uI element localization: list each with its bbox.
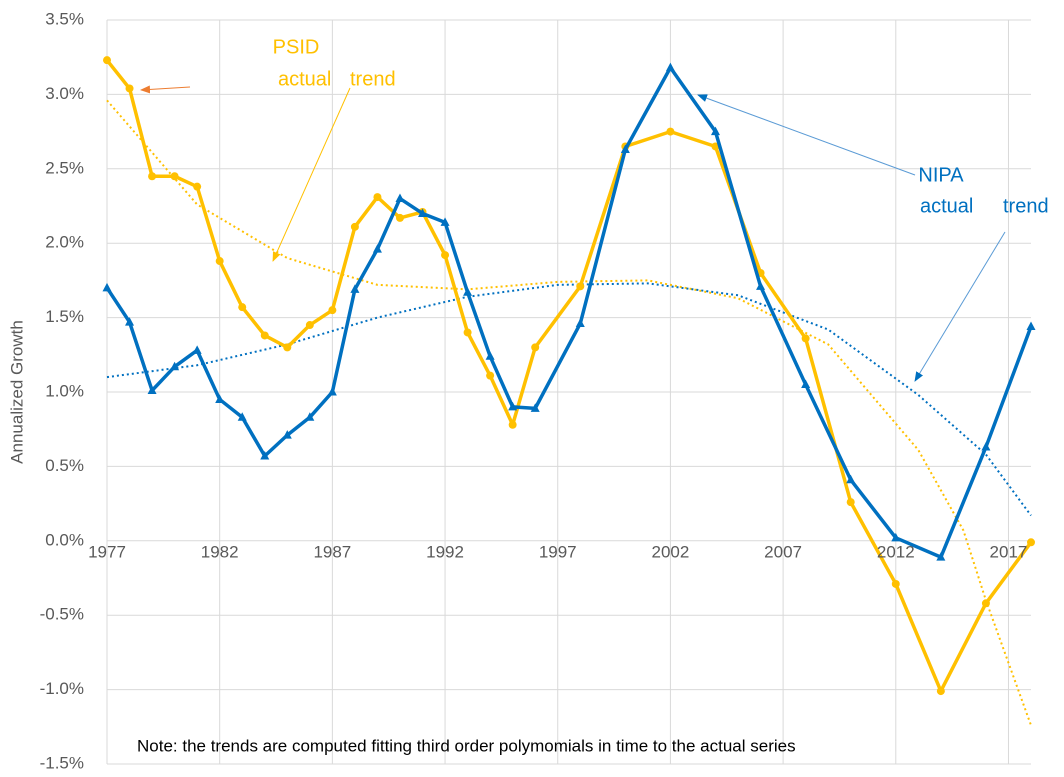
marker <box>147 385 157 395</box>
marker <box>350 284 360 293</box>
y-tick-label: 1.0% <box>45 381 84 400</box>
marker <box>801 379 811 389</box>
marker <box>710 126 720 136</box>
marker <box>463 287 473 296</box>
arrow <box>140 85 191 94</box>
y-tick-label: -1.0% <box>40 679 84 698</box>
marker <box>327 387 337 396</box>
annotation: actual <box>920 195 973 217</box>
marker <box>238 303 247 312</box>
y-tick-label: 0.0% <box>45 530 84 549</box>
marker <box>328 306 337 315</box>
arrow <box>697 94 916 176</box>
marker <box>531 343 540 352</box>
marker <box>530 403 540 412</box>
marker <box>215 394 225 403</box>
trend-line <box>106 99 1032 726</box>
y-tick-label: 2.5% <box>45 158 84 177</box>
marker <box>193 182 202 191</box>
annotation: actual <box>278 68 331 90</box>
marker <box>305 321 314 330</box>
marker <box>1027 538 1035 547</box>
marker <box>801 334 810 343</box>
x-tick-label: 2002 <box>652 542 690 561</box>
marker <box>125 317 135 326</box>
marker <box>981 599 990 608</box>
arrow <box>272 87 351 262</box>
grid <box>106 19 1031 765</box>
marker <box>508 420 517 429</box>
x-tick-label: 1997 <box>539 542 577 561</box>
y-tick-label: 2.0% <box>45 233 84 252</box>
marker <box>148 172 157 181</box>
marker <box>936 687 945 696</box>
annotation: trend <box>350 68 396 90</box>
marker <box>395 213 404 222</box>
marker <box>372 244 382 253</box>
y-tick-label: 0.5% <box>45 456 84 475</box>
marker <box>846 498 855 507</box>
note: Note: the trends are computed fitting th… <box>137 736 796 755</box>
marker <box>237 412 247 421</box>
marker <box>305 412 315 421</box>
marker <box>350 222 359 231</box>
trend-line <box>106 282 1032 517</box>
marker <box>486 371 495 380</box>
y-tick-label: -1.5% <box>40 753 84 772</box>
marker <box>103 56 111 65</box>
marker <box>170 172 179 181</box>
marker <box>418 208 428 217</box>
arrow <box>914 231 1006 382</box>
y-tick-label: -0.5% <box>40 605 84 624</box>
marker <box>373 193 382 202</box>
marker <box>576 282 585 291</box>
marker <box>756 281 766 290</box>
y-axis-title: Annualized Growth <box>7 320 26 464</box>
marker <box>485 351 495 360</box>
x-tick-label: 1982 <box>201 542 239 561</box>
marker <box>666 127 675 136</box>
marker <box>283 343 292 352</box>
y-tick-label: 1.5% <box>45 307 84 326</box>
marker <box>260 450 270 460</box>
marker <box>395 193 405 203</box>
x-tick-label: 1977 <box>88 542 126 561</box>
marker <box>125 84 134 93</box>
series-line <box>105 59 1033 693</box>
marker <box>981 442 991 451</box>
marker <box>260 331 269 340</box>
marker <box>463 328 472 337</box>
marker <box>508 401 518 411</box>
y-tick-label: 3.0% <box>45 84 84 103</box>
marker <box>620 144 630 153</box>
series-label: NIPA <box>918 164 964 186</box>
x-tick-label: 2017 <box>990 542 1028 561</box>
series-label: PSID <box>273 36 320 58</box>
marker <box>192 345 202 354</box>
x-tick-label: 1987 <box>313 542 351 561</box>
marker <box>575 318 585 328</box>
marker <box>440 217 450 226</box>
annotation: trend <box>1003 195 1049 217</box>
marker <box>891 532 901 542</box>
marker <box>936 552 946 561</box>
plot <box>102 56 1036 726</box>
marker <box>441 251 450 260</box>
marker <box>170 361 180 371</box>
x-tick-label: 2012 <box>877 542 915 561</box>
marker <box>1026 321 1036 331</box>
y-tick-label: 3.5% <box>45 9 84 28</box>
marker <box>282 430 292 439</box>
x-tick-label: 1992 <box>426 542 464 561</box>
marker <box>102 282 112 292</box>
x-tick-label: 2007 <box>764 542 802 561</box>
marker <box>215 257 224 266</box>
marker <box>665 62 675 72</box>
marker <box>891 579 900 588</box>
marker <box>846 474 856 484</box>
